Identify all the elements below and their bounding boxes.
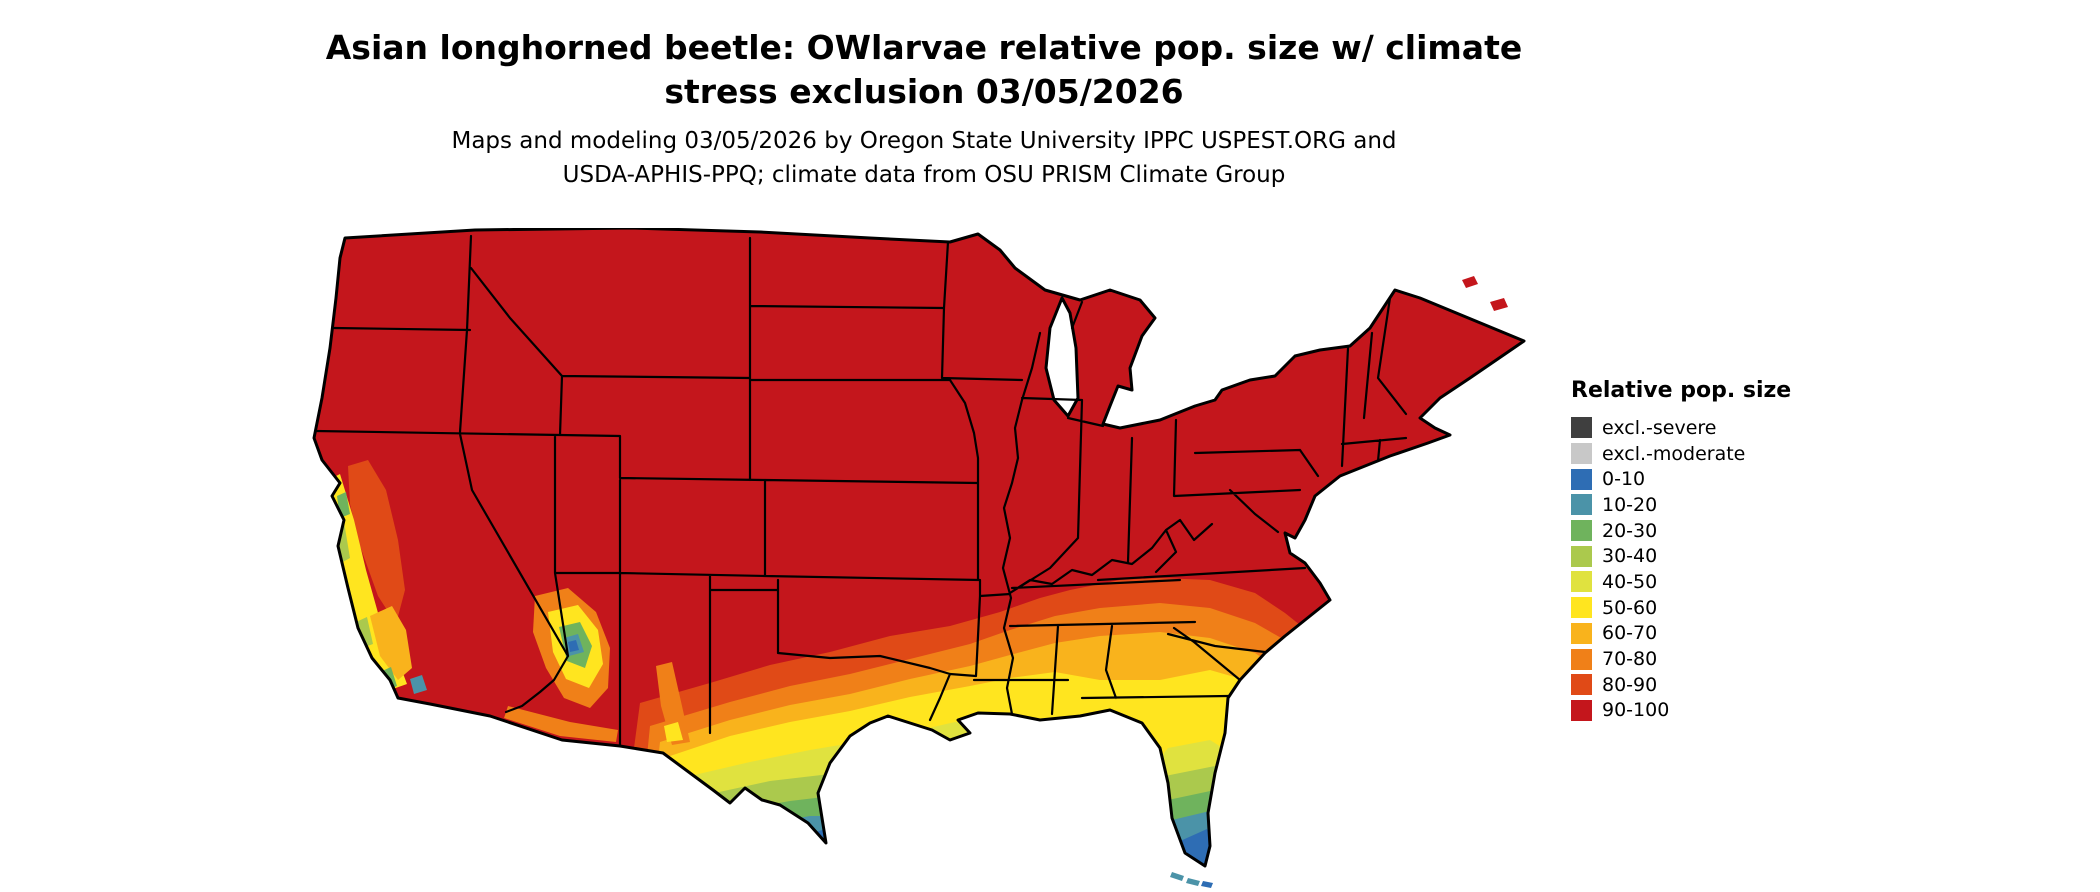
- state-borders: [314, 234, 1408, 748]
- legend-swatch: [1571, 674, 1592, 696]
- patch-ca-south-valley: [370, 606, 412, 680]
- band-30-40: [690, 766, 1240, 866]
- legend-swatch: [1571, 417, 1592, 439]
- legend-item: excl.-moderate: [1571, 441, 1791, 467]
- patch-az-blue: [568, 640, 579, 652]
- legend-items: excl.-severe excl.-moderate 0-10 10-20 20-30…: [1571, 415, 1791, 723]
- legend-item: 50-60: [1571, 595, 1791, 621]
- band-20-30: [720, 790, 1232, 866]
- map-subtitle: Maps and modeling 03/05/2026 by Oregon S…: [124, 124, 1724, 192]
- legend-item-label: 50-60: [1602, 596, 1658, 619]
- patch-ca-coast-green: [337, 492, 397, 691]
- legend-item-label: 80-90: [1602, 673, 1658, 696]
- legend-item-label: 0-10: [1602, 468, 1646, 491]
- map-subtitle-line1: Maps and modeling 03/05/2026 by Oregon S…: [451, 128, 1397, 154]
- legend-swatch: [1571, 699, 1592, 721]
- legend-swatch: [1571, 622, 1592, 644]
- patch-ca-coast-yellowgreen: [332, 522, 373, 648]
- legend-item: 90-100: [1571, 698, 1791, 724]
- patch-nm-elpaso-yellow: [664, 722, 683, 742]
- legend-item: 40-50: [1571, 569, 1791, 595]
- legend-item: 70-80: [1571, 646, 1791, 672]
- legend-swatch: [1571, 545, 1592, 567]
- legend-item-label: 70-80: [1602, 648, 1658, 671]
- patch-az-border-strip: [504, 706, 618, 742]
- patch-ca-central-valley: [348, 460, 405, 624]
- map-title-line2: stress exclusion 03/05/2026: [664, 72, 1184, 111]
- florida-keys-teal: [1170, 872, 1200, 886]
- northeast-island-fragments: [1462, 276, 1508, 311]
- legend-item-label: 20-30: [1602, 519, 1658, 542]
- legend-item-label: excl.-severe: [1602, 416, 1717, 439]
- map-subtitle-line2: USDA-APHIS-PPQ; climate data from OSU PR…: [562, 162, 1286, 188]
- legend-item: 60-70: [1571, 621, 1791, 647]
- legend-item-label: 30-40: [1602, 545, 1658, 568]
- legend-item: 10-20: [1571, 492, 1791, 518]
- legend-item: excl.-severe: [1571, 415, 1791, 441]
- legend-swatch: [1571, 443, 1592, 465]
- legend-swatch: [1571, 468, 1592, 490]
- legend-swatch: [1571, 571, 1592, 593]
- us-outline: [312, 228, 1526, 868]
- legend: Relative pop. size excl.-severe excl.-mod…: [1571, 378, 1791, 723]
- legend-item: 30-40: [1571, 543, 1791, 569]
- legend-title: Relative pop. size: [1571, 378, 1792, 403]
- legend-item-label: excl.-moderate: [1602, 442, 1746, 465]
- legend-swatch: [1571, 520, 1592, 542]
- legend-item: 80-90: [1571, 672, 1791, 698]
- legend-item-label: 90-100: [1602, 699, 1670, 722]
- band-0-10: [780, 829, 1218, 866]
- map-fill-base: [314, 228, 1524, 866]
- florida-keys-blue: [1201, 881, 1213, 888]
- map-title: Asian longhorned beetle: OWlarvae relati…: [124, 26, 1724, 114]
- patch-nm-riogrande: [656, 662, 690, 745]
- us-choropleth-map: [312, 228, 1526, 888]
- legend-item: 0-10: [1571, 466, 1791, 492]
- map-title-line1: Asian longhorned beetle: OWlarvae relati…: [325, 28, 1523, 67]
- legend-item-label: 10-20: [1602, 493, 1658, 516]
- legend-item-label: 60-70: [1602, 622, 1658, 645]
- legend-item-label: 40-50: [1602, 570, 1658, 593]
- legend-swatch: [1571, 648, 1592, 670]
- legend-swatch: [1571, 597, 1592, 619]
- legend-item: 20-30: [1571, 518, 1791, 544]
- legend-swatch: [1571, 494, 1592, 516]
